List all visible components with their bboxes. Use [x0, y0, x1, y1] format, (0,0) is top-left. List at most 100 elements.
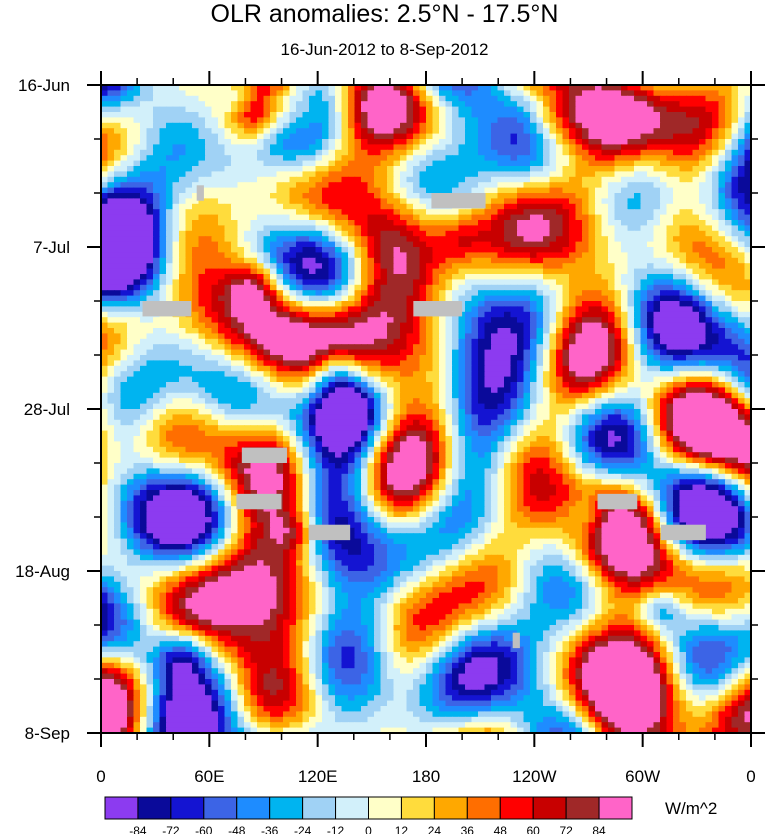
heatmap-cell [536, 344, 544, 351]
heatmap-cell [179, 317, 187, 324]
heatmap-cell [712, 160, 720, 167]
heatmap-cell [185, 322, 193, 329]
heatmap-cell [283, 241, 291, 248]
heatmap-cell [562, 149, 570, 156]
heatmap-cell [621, 117, 629, 124]
heatmap-cell [679, 274, 687, 280]
heatmap-cell [478, 187, 486, 194]
heatmap-cell [536, 187, 544, 194]
heatmap-cell [504, 171, 512, 178]
heatmap-cell [367, 117, 375, 124]
heatmap-cell [575, 263, 583, 270]
heatmap-cell [712, 149, 720, 156]
heatmap-cell [250, 306, 258, 313]
heatmap-cell [653, 284, 661, 291]
heatmap-cell [419, 117, 427, 124]
heatmap-cell [211, 214, 219, 221]
heatmap-cell [510, 295, 518, 302]
heatmap-cell [705, 209, 713, 216]
heatmap-cell [270, 187, 278, 194]
heatmap-cell [283, 122, 291, 129]
heatmap-cell [380, 230, 388, 237]
heatmap-cell [250, 106, 258, 113]
heatmap-cell [738, 101, 746, 108]
heatmap-cell [445, 182, 453, 189]
heatmap-cell [712, 301, 720, 307]
heatmap-cell [575, 301, 583, 307]
heatmap-cell [283, 149, 291, 156]
heatmap-cell [523, 144, 531, 151]
heatmap-cell [205, 133, 213, 140]
heatmap-cell [621, 220, 629, 226]
heatmap-cell [530, 257, 538, 264]
heatmap-cell [237, 149, 245, 156]
heatmap-cell [699, 252, 707, 259]
heatmap-cell [296, 198, 304, 205]
heatmap-cell [653, 160, 661, 167]
heatmap-cell [484, 133, 492, 140]
heatmap-cell [406, 284, 414, 291]
heatmap-cell [640, 225, 648, 232]
heatmap-cell [543, 214, 551, 221]
heatmap-cell [666, 166, 674, 172]
heatmap-cell [367, 101, 375, 108]
heatmap-cell [296, 101, 304, 108]
heatmap-cell [322, 257, 330, 264]
heatmap-cell [335, 268, 343, 275]
heatmap-cell [621, 241, 629, 248]
heatmap-cell [185, 187, 193, 194]
heatmap-cell [705, 85, 713, 91]
heatmap-cell [270, 155, 278, 162]
heatmap-cell [712, 284, 720, 291]
heatmap-cell [114, 220, 122, 226]
heatmap-cell [374, 225, 382, 232]
heatmap-cell [744, 101, 751, 108]
heatmap-cell [497, 333, 505, 340]
heatmap-cell [328, 198, 336, 205]
heatmap-cell [270, 139, 278, 145]
heatmap-cell [543, 236, 551, 243]
heatmap-cell [718, 338, 726, 345]
heatmap-cell [101, 139, 109, 145]
heatmap-cell [601, 241, 609, 248]
heatmap-cell [497, 106, 505, 113]
heatmap-cell [224, 106, 232, 113]
heatmap-cell [211, 101, 219, 108]
heatmap-cell [595, 209, 603, 216]
heatmap-cell [257, 322, 265, 329]
heatmap-cell [205, 117, 213, 124]
heatmap-cell [419, 317, 427, 324]
heatmap-cell [614, 333, 622, 340]
heatmap-cell [601, 144, 609, 151]
heatmap-cell [101, 290, 109, 297]
heatmap-cell [439, 247, 447, 253]
heatmap-cell [380, 290, 388, 297]
heatmap-cell [484, 90, 492, 97]
heatmap-cell [393, 247, 401, 253]
heatmap-cell [679, 263, 687, 270]
heatmap-cell [504, 106, 512, 113]
heatmap-cell [354, 176, 362, 183]
heatmap-cell [738, 166, 746, 172]
heatmap-cell [263, 295, 271, 302]
heatmap-cell [699, 149, 707, 156]
heatmap-cell [133, 149, 141, 156]
heatmap-cell [367, 95, 375, 102]
heatmap-cell [712, 322, 720, 329]
heatmap-cell [653, 220, 661, 226]
heatmap-cell [341, 279, 349, 286]
heatmap-cell [328, 322, 336, 329]
heatmap-cell [367, 349, 375, 356]
heatmap-cell [393, 187, 401, 194]
heatmap-cell [549, 322, 557, 329]
heatmap-cell [270, 230, 278, 237]
heatmap-cell [634, 117, 642, 124]
heatmap-cell [328, 274, 336, 280]
heatmap-cell [211, 306, 219, 313]
heatmap-cell [296, 284, 304, 291]
heatmap-cell [445, 133, 453, 140]
heatmap-cell [614, 209, 622, 216]
heatmap-cell [432, 328, 440, 334]
heatmap-cell [439, 187, 447, 194]
heatmap-cell [159, 279, 167, 286]
